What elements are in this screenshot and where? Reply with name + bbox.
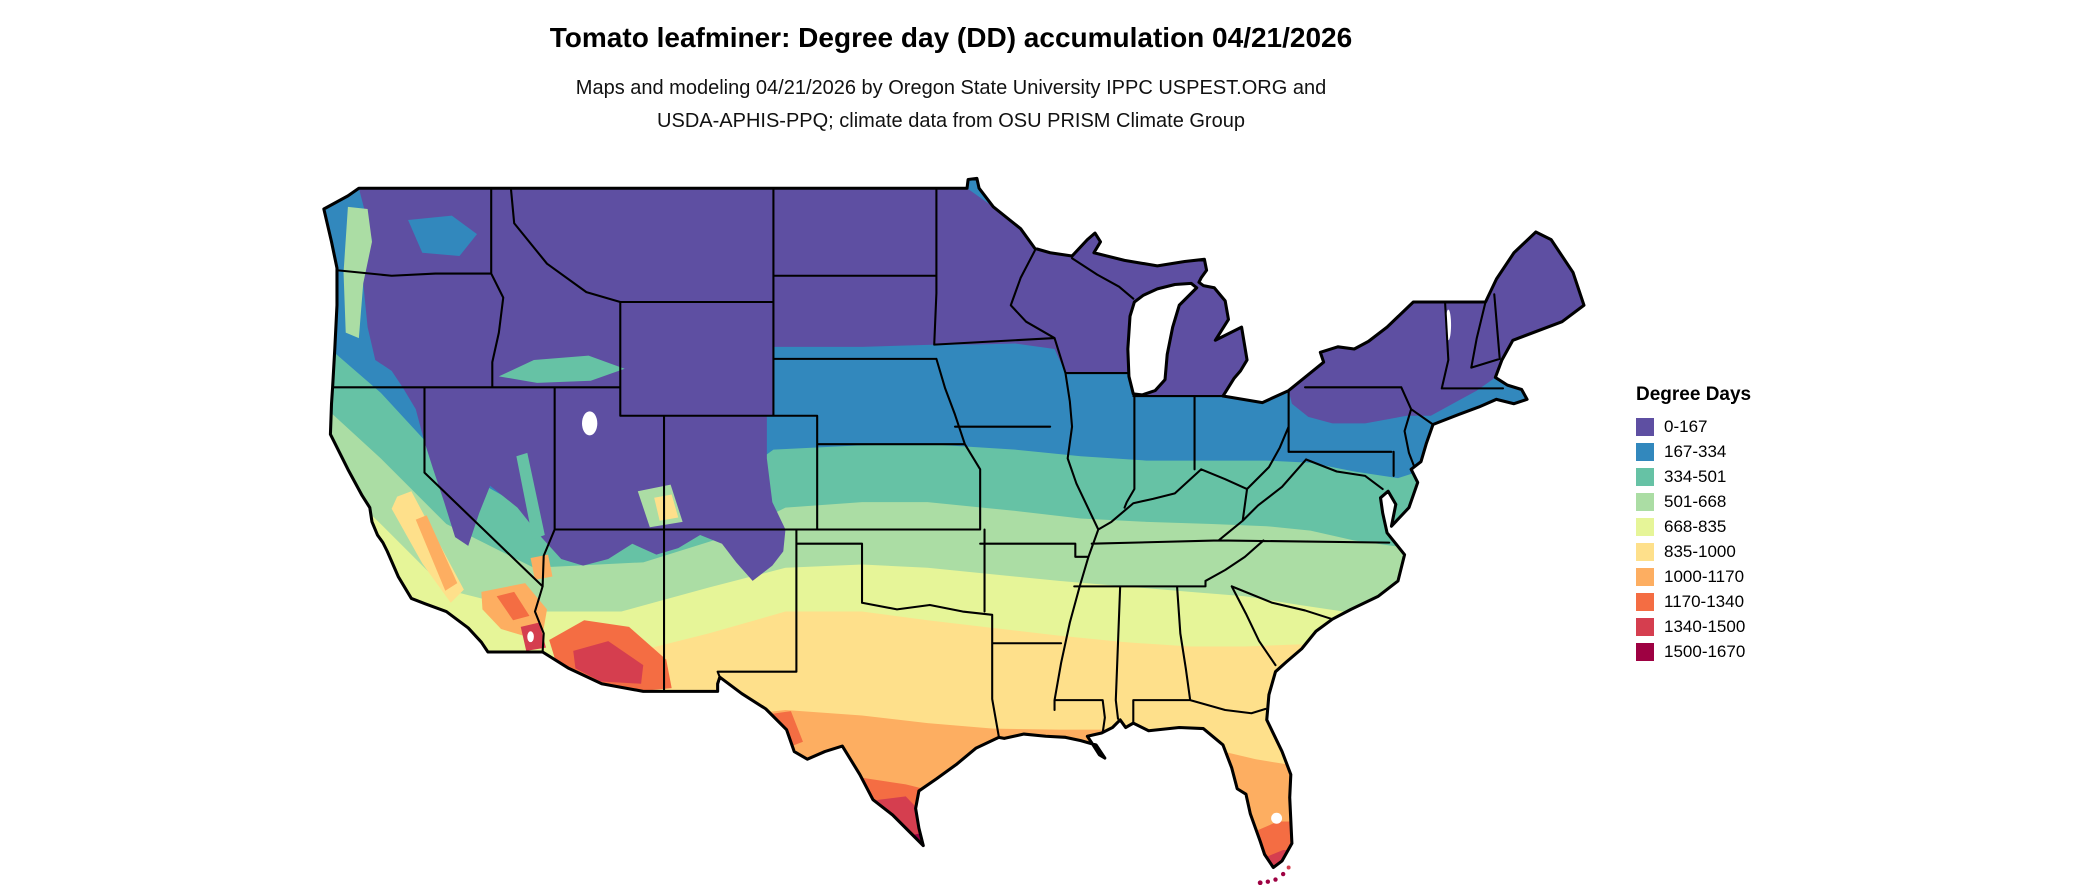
us-outline (322, 176, 1586, 870)
band-red (323, 817, 1584, 868)
legend-entry: 1340-1500 (1636, 618, 1751, 636)
legend-swatch (1636, 543, 1654, 561)
legend-entry: 668-835 (1636, 518, 1751, 536)
great-salt-lake (581, 411, 598, 436)
legend-entry: 501-668 (1636, 493, 1751, 511)
legend-label: 1000-1170 (1664, 567, 1745, 586)
subtitle-line-2: USDA-APHIS-PPQ; climate data from OSU PR… (657, 110, 1245, 132)
us-map-svg (322, 176, 1586, 886)
florida-key-dot (1257, 880, 1263, 886)
florida-key-dot (1286, 865, 1291, 870)
legend-swatch (1636, 418, 1654, 436)
header: Tomato leafminer: Degree day (DD) accumu… (0, 22, 1902, 138)
hotspot-death-valley (496, 591, 530, 621)
legend-label: 167-334 (1664, 442, 1727, 461)
legend-swatch (1636, 593, 1654, 611)
map-container (315, 174, 1595, 886)
florida-key-dot (1273, 877, 1278, 882)
legend-label: 0-167 (1664, 417, 1708, 436)
legend-swatch (1636, 643, 1654, 661)
legend-label: 1170-1340 (1664, 592, 1745, 611)
legend-label: 334-501 (1664, 467, 1727, 486)
page-title: Tomato leafminer: Degree day (DD) accumu… (549, 22, 1353, 53)
hotspot-snake-river-plain (498, 355, 625, 383)
hotspot-nevada-valleys (516, 452, 545, 540)
florida-keys (1257, 865, 1291, 886)
hotspot-columbia-basin (408, 215, 477, 257)
legend-label: 1500-1670 (1664, 642, 1746, 661)
legend-entry: 835-1000 (1636, 543, 1751, 561)
subtitle-line-1: Maps and modeling 04/21/2026 by Oregon S… (575, 77, 1327, 99)
legend-label: 501-668 (1664, 492, 1727, 511)
legend-entry: 0-167 (1636, 418, 1751, 436)
legend-label: 668-835 (1664, 517, 1727, 536)
hotspot-se-utah-yellow (654, 494, 679, 521)
legend-entry: 1000-1170 (1636, 568, 1751, 586)
legend-swatch (1636, 618, 1654, 636)
hotspot-las-vegas (530, 554, 553, 580)
legend-entry: 1500-1670 (1636, 643, 1751, 661)
legend-entry: 334-501 (1636, 468, 1751, 486)
degree-day-fill-layers (323, 178, 1584, 868)
band-purple-region (358, 188, 1584, 581)
legend-swatch (1636, 443, 1654, 461)
legend-entry: 167-334 (1636, 443, 1751, 461)
legend: Degree Days 0-167 167-334 334-501 501-668 66… (1636, 384, 1751, 668)
hotspot-central-valley-core (415, 515, 458, 591)
legend-title: Degree Days (1636, 384, 1752, 405)
legend-items: 0-167 167-334 334-501 501-668 668-835 835-100… (1636, 418, 1751, 661)
lake-okeechobee (1271, 812, 1283, 824)
legend-swatch (1636, 568, 1654, 586)
florida-key-dot (1265, 879, 1271, 884)
legend-swatch (1636, 468, 1654, 486)
page-subtitle: Maps and modeling 04/21/2026 by Oregon S… (0, 72, 1902, 138)
legend-label: 1340-1500 (1664, 617, 1746, 636)
legend-entry: 1170-1340 (1636, 593, 1751, 611)
legend-swatch (1636, 493, 1654, 511)
hotspot-phoenix-core (573, 641, 644, 684)
salton-sea (527, 631, 534, 643)
legend-label: 835-1000 (1664, 542, 1736, 561)
legend-swatch (1636, 518, 1654, 536)
florida-key-dot (1280, 871, 1286, 877)
state-borders (331, 187, 1505, 738)
